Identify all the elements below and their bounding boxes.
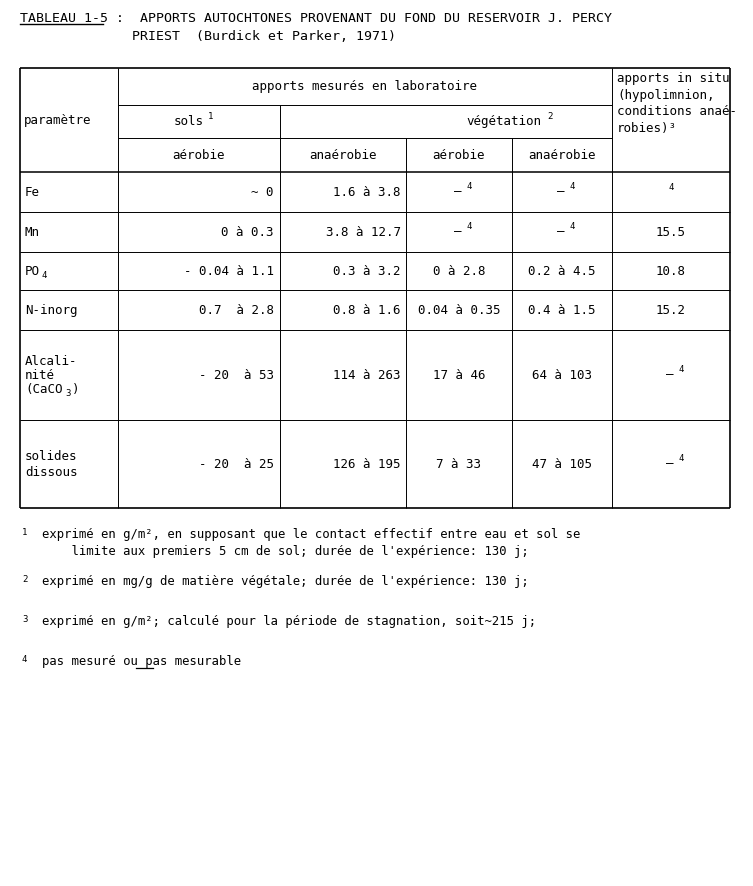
Text: anaérobie: anaérobie — [309, 149, 376, 161]
Text: végétation: végétation — [467, 115, 541, 128]
Text: 1: 1 — [22, 528, 27, 537]
Text: 4: 4 — [570, 222, 575, 230]
Text: Alcali-: Alcali- — [25, 354, 78, 368]
Text: aérobie: aérobie — [172, 149, 225, 161]
Text: exprimé en g/m²; calculé pour la période de stagnation, soit~215 j;: exprimé en g/m²; calculé pour la période… — [42, 615, 536, 628]
Text: 126 à 195: 126 à 195 — [334, 457, 401, 470]
Text: 15.2: 15.2 — [656, 304, 686, 316]
Text: nité: nité — [25, 369, 55, 382]
Text: sols: sols — [174, 115, 204, 128]
Text: 2: 2 — [22, 575, 27, 584]
Text: 3: 3 — [65, 388, 70, 398]
Text: 0.7  à 2.8: 0.7 à 2.8 — [199, 304, 274, 316]
Text: 4: 4 — [467, 222, 472, 230]
Text: ): ) — [72, 383, 80, 395]
Text: - 0.04 à 1.1: - 0.04 à 1.1 — [184, 265, 274, 277]
Text: 0.3 à 3.2: 0.3 à 3.2 — [334, 265, 401, 277]
Text: 4: 4 — [679, 454, 684, 462]
Text: - 20  à 25: - 20 à 25 — [199, 457, 274, 470]
Text: exprimé en g/m², en supposant que le contact effectif entre eau et sol se
    li: exprimé en g/m², en supposant que le con… — [42, 528, 581, 558]
Text: N-inorg: N-inorg — [25, 304, 78, 316]
Text: 15.5: 15.5 — [656, 226, 686, 238]
Text: anaérobie: anaérobie — [529, 149, 596, 161]
Text: aérobie: aérobie — [433, 149, 485, 161]
Text: Fe: Fe — [25, 185, 40, 198]
Text: TABLEAU 1-5 :  APPORTS AUTOCHTONES PROVENANT DU FOND DU RESERVOIR J. PERCY: TABLEAU 1-5 : APPORTS AUTOCHTONES PROVEN… — [20, 12, 612, 25]
Text: 0.2 à 4.5: 0.2 à 4.5 — [529, 265, 596, 277]
Text: exprimé en mg/g de matière végétale; durée de l'expérience: 130 j;: exprimé en mg/g de matière végétale; dur… — [42, 575, 529, 588]
Text: apports in situ
(hypolimnion,
conditions anaé-
robies)³: apports in situ (hypolimnion, conditions… — [617, 72, 737, 135]
Text: 3: 3 — [22, 615, 27, 624]
Text: 3.8 à 12.7: 3.8 à 12.7 — [326, 226, 401, 238]
Text: 0.8 à 1.6: 0.8 à 1.6 — [334, 304, 401, 316]
Text: 4: 4 — [669, 183, 674, 191]
Text: 10.8: 10.8 — [656, 265, 686, 277]
Text: 7 à 33: 7 à 33 — [437, 457, 481, 470]
Text: —: — — [454, 226, 462, 238]
Text: 4: 4 — [570, 182, 575, 190]
Text: 4: 4 — [467, 182, 472, 190]
Text: 4: 4 — [42, 270, 47, 279]
Text: 0.04 à 0.35: 0.04 à 0.35 — [418, 304, 500, 316]
Text: —: — — [557, 185, 565, 198]
Text: 4: 4 — [22, 655, 27, 664]
Text: 2: 2 — [547, 112, 553, 121]
Text: - 20  à 53: - 20 à 53 — [199, 369, 274, 382]
Text: pas mesuré ou pas mesurable: pas mesuré ou pas mesurable — [42, 655, 241, 668]
Text: (CaCO: (CaCO — [25, 383, 62, 395]
Text: 0.4 à 1.5: 0.4 à 1.5 — [529, 304, 596, 316]
Text: Mn: Mn — [25, 226, 40, 238]
Text: —: — — [454, 185, 462, 198]
Text: —: — — [666, 369, 673, 382]
Text: 1: 1 — [208, 112, 213, 121]
Text: solides
dissous: solides dissous — [25, 449, 78, 478]
Text: ~ 0: ~ 0 — [252, 185, 274, 198]
Text: 47 à 105: 47 à 105 — [532, 457, 592, 470]
Text: paramètre: paramètre — [24, 113, 92, 127]
Text: —: — — [666, 457, 673, 470]
Text: 0 à 2.8: 0 à 2.8 — [433, 265, 485, 277]
Text: 0 à 0.3: 0 à 0.3 — [221, 226, 274, 238]
Text: 64 à 103: 64 à 103 — [532, 369, 592, 382]
Text: PRIEST  (Burdick et Parker, 1971): PRIEST (Burdick et Parker, 1971) — [20, 30, 396, 43]
Text: 1.6 à 3.8: 1.6 à 3.8 — [334, 185, 401, 198]
Text: —: — — [557, 226, 565, 238]
Text: 17 à 46: 17 à 46 — [433, 369, 485, 382]
Text: PO: PO — [25, 265, 40, 277]
Text: 4: 4 — [679, 364, 684, 374]
Text: apports mesurés en laboratoire: apports mesurés en laboratoire — [252, 80, 477, 93]
Text: 114 à 263: 114 à 263 — [334, 369, 401, 382]
